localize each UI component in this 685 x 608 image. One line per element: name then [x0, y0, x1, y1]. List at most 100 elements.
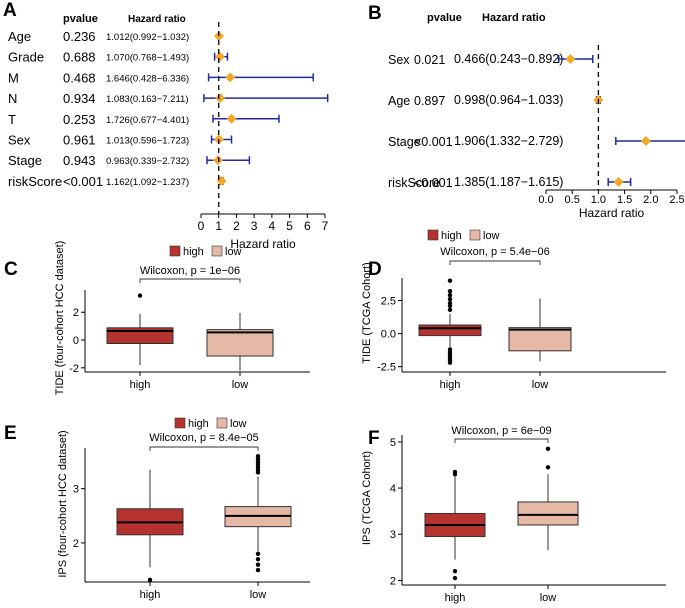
legend-label-high: high: [188, 418, 209, 430]
row-name: Stage: [388, 135, 421, 149]
hr-point: [215, 51, 225, 62]
y-tick-label: -2.5: [377, 362, 396, 374]
row-pvalue: <0.001: [63, 174, 103, 189]
hr-point: [226, 113, 237, 124]
row-pvalue: 0.236: [63, 29, 96, 44]
hr-point: [215, 93, 226, 104]
x-tick-label: 0.5: [565, 194, 580, 206]
forest-row: Stage 0.943 0.963(0.339−2.732): [8, 153, 251, 168]
row-hr-text: 1.012(0.992−1.032): [106, 32, 189, 43]
outlier-point: [447, 278, 453, 283]
box-high: high: [106, 293, 174, 391]
outlier-point: [452, 568, 458, 574]
x-tick-label: low: [532, 379, 549, 391]
outlier-point: [447, 303, 453, 309]
forest-row: riskScore<0.001 1.385(1.187−1.615): [388, 175, 632, 190]
forest-row: Stage<0.001 1.906(1.332−2.729): [388, 134, 685, 149]
forest-row: T 0.253 1.726(0.677−4.401): [8, 112, 280, 127]
outlier-point: [255, 557, 261, 562]
wilcoxon-annotation: Wilcoxon, p = 8.4e−05: [149, 432, 258, 444]
row-pvalue: <0.001: [414, 176, 453, 190]
row-hr-text: 1.083(0.163−7.211): [106, 94, 189, 105]
box-body: [517, 501, 579, 526]
x-tick-label: 2.5: [669, 194, 684, 206]
y-tick-label: 3: [390, 529, 396, 541]
significance-bracket: [139, 278, 241, 283]
row-name: Sex: [8, 133, 31, 148]
legend-label-high: high: [183, 246, 204, 258]
outlier-point: [147, 577, 153, 583]
legend: high low: [174, 417, 247, 430]
x-tick-label: 2.0: [643, 194, 658, 206]
outlier-point: [452, 575, 458, 581]
x-tick-label: 1.0: [591, 194, 606, 206]
legend-swatch-low: [469, 229, 481, 241]
box-high: high: [116, 469, 184, 601]
box-body: [206, 329, 274, 357]
x-tick-label: high: [130, 379, 151, 391]
x-tick-label: low: [232, 379, 249, 391]
outlier-point: [447, 360, 453, 365]
row-pvalue: 0.943: [63, 153, 96, 168]
outlier-point: [255, 470, 261, 475]
forest-row: Age 0.897 0.998(0.964−1.033): [388, 93, 604, 108]
x-tick-label: 2: [233, 219, 240, 233]
hr-point: [613, 177, 624, 187]
x-tick-label: high: [445, 592, 466, 604]
x-tick-label: 7: [322, 219, 329, 233]
x-tick-label: 6: [304, 219, 311, 233]
legend-label-low: low: [230, 418, 247, 430]
row-hr-text: 0.466(0.243−0.892): [454, 52, 563, 66]
row-name: M: [8, 70, 19, 85]
row-hr-text: 0.963(0.339−2.732): [106, 156, 189, 167]
panel-label: A: [3, 0, 17, 21]
legend: high low: [169, 245, 242, 258]
y-axis-label: TIDE (four-cohort HCC dataset): [54, 241, 66, 396]
forest-row: M 0.468 1.646(0.428−6.336): [8, 70, 314, 85]
row-name: Age: [8, 29, 31, 44]
row-hr-text: 1.906(1.332−2.729): [454, 134, 563, 148]
box-low: low: [224, 453, 292, 601]
wilcoxon-annotation: Wilcoxon, p = 1e−06: [140, 265, 240, 277]
wilcoxon-annotation: Wilcoxon, p = 5.4e−06: [440, 246, 549, 258]
legend-swatch-low: [211, 245, 223, 257]
significance-bracket: [449, 260, 541, 265]
legend-label-low: low: [483, 230, 500, 242]
panel-label: B: [368, 3, 382, 24]
box-body: [418, 324, 482, 337]
row-pvalue: 0.961: [63, 133, 96, 148]
y-tick-label: 2.5: [381, 296, 396, 308]
x-tick-label: 4: [269, 219, 276, 233]
hr-point: [225, 72, 236, 83]
forest-row: Sex 0.961 1.013(0.596−1.723): [8, 133, 233, 148]
row-name: riskScore: [388, 176, 440, 190]
x-tick-label: 5: [286, 219, 293, 233]
row-pvalue: 0.468: [63, 70, 96, 85]
x-axis-label: Hazard ratio: [579, 206, 645, 220]
y-axis-label: TIDE (TCGA Cohort): [361, 262, 373, 363]
box-body: [508, 327, 572, 352]
row-name: N: [8, 91, 17, 106]
x-tick-label: low: [250, 589, 267, 601]
forest-row: Age 0.236 1.012(0.992−1.032): [8, 29, 224, 44]
legend: high low: [427, 229, 500, 242]
row-hr-text: 0.998(0.964−1.033): [454, 93, 563, 107]
y-tick-label: 4: [390, 483, 396, 495]
row-name: T: [8, 112, 16, 127]
row-pvalue: 0.021: [414, 53, 445, 67]
y-tick-label: -2: [69, 363, 79, 375]
box-low: low: [206, 312, 274, 391]
wilcoxon-annotation: Wilcoxon, p = 6e−09: [451, 425, 551, 437]
x-tick-label: 3: [251, 219, 258, 233]
outlier-point: [255, 551, 261, 556]
row-pvalue: <0.001: [414, 135, 453, 149]
pvalue-header: pvalue: [427, 12, 462, 24]
outlier-point: [255, 562, 261, 567]
y-tick-label: 0: [73, 335, 79, 347]
legend-label-low: low: [225, 246, 242, 258]
boxplot-panel-F: F Wilcoxon, p = 6e−09 2 3 4 5 IPS (TCGA Cohort…: [361, 425, 666, 604]
box-high: high: [418, 278, 482, 391]
